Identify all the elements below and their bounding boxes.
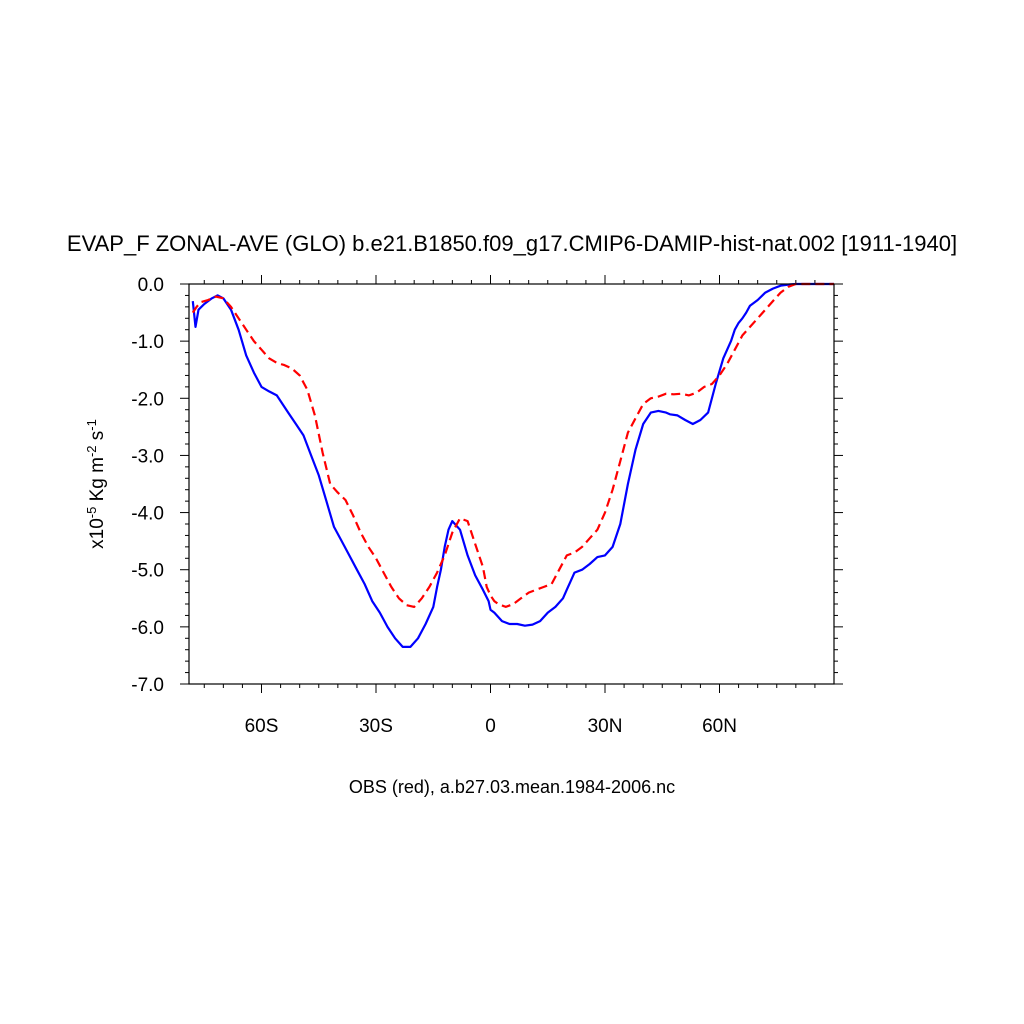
x-axis-caption: OBS (red), a.b27.03.mean.1984-2006.nc [349, 777, 675, 797]
y-tick-label: -2.0 [131, 389, 164, 410]
y-tick-label: -7.0 [131, 675, 164, 696]
x-tick-label: 30S [359, 716, 393, 737]
y-label-exp1: -5 [84, 507, 99, 519]
y-tick-label: -5.0 [131, 561, 164, 582]
y-tick-label: -1.0 [131, 332, 164, 353]
y-label-mid: Kg m [87, 457, 108, 507]
x-tick-label: 60S [245, 716, 279, 737]
series-lines [191, 282, 834, 648]
y-label-prefix: x10 [87, 518, 108, 549]
series-line-1 [191, 282, 834, 608]
x-tick-label: 0 [485, 716, 496, 737]
y-label-exp3: -1 [84, 419, 99, 431]
series-line-0 [191, 282, 834, 648]
y-tick-label: 0.0 [138, 275, 164, 296]
y-label-exp2: -2 [84, 445, 99, 457]
y-tick-label: -4.0 [131, 504, 164, 525]
y-label-mid2: s [87, 431, 108, 446]
y-tick-label: -3.0 [131, 446, 164, 467]
axis-ticks [180, 275, 843, 693]
y-tick-label: -6.0 [131, 618, 164, 639]
y-axis-label: x10-5 Kg m-2 s-1 [84, 419, 108, 549]
chart-title: EVAP_F ZONAL-AVE (GLO) b.e21.B1850.f09_g… [67, 231, 957, 256]
axis-tick-labels: 0.0 -1.0 -2.0 -3.0 -4.0 -5.0 -6.0 -7.0 60S 30S 0 30… [131, 275, 737, 737]
plot-frame [188, 283, 835, 685]
x-tick-label: 30N [588, 716, 623, 737]
x-tick-label: 60N [702, 716, 737, 737]
